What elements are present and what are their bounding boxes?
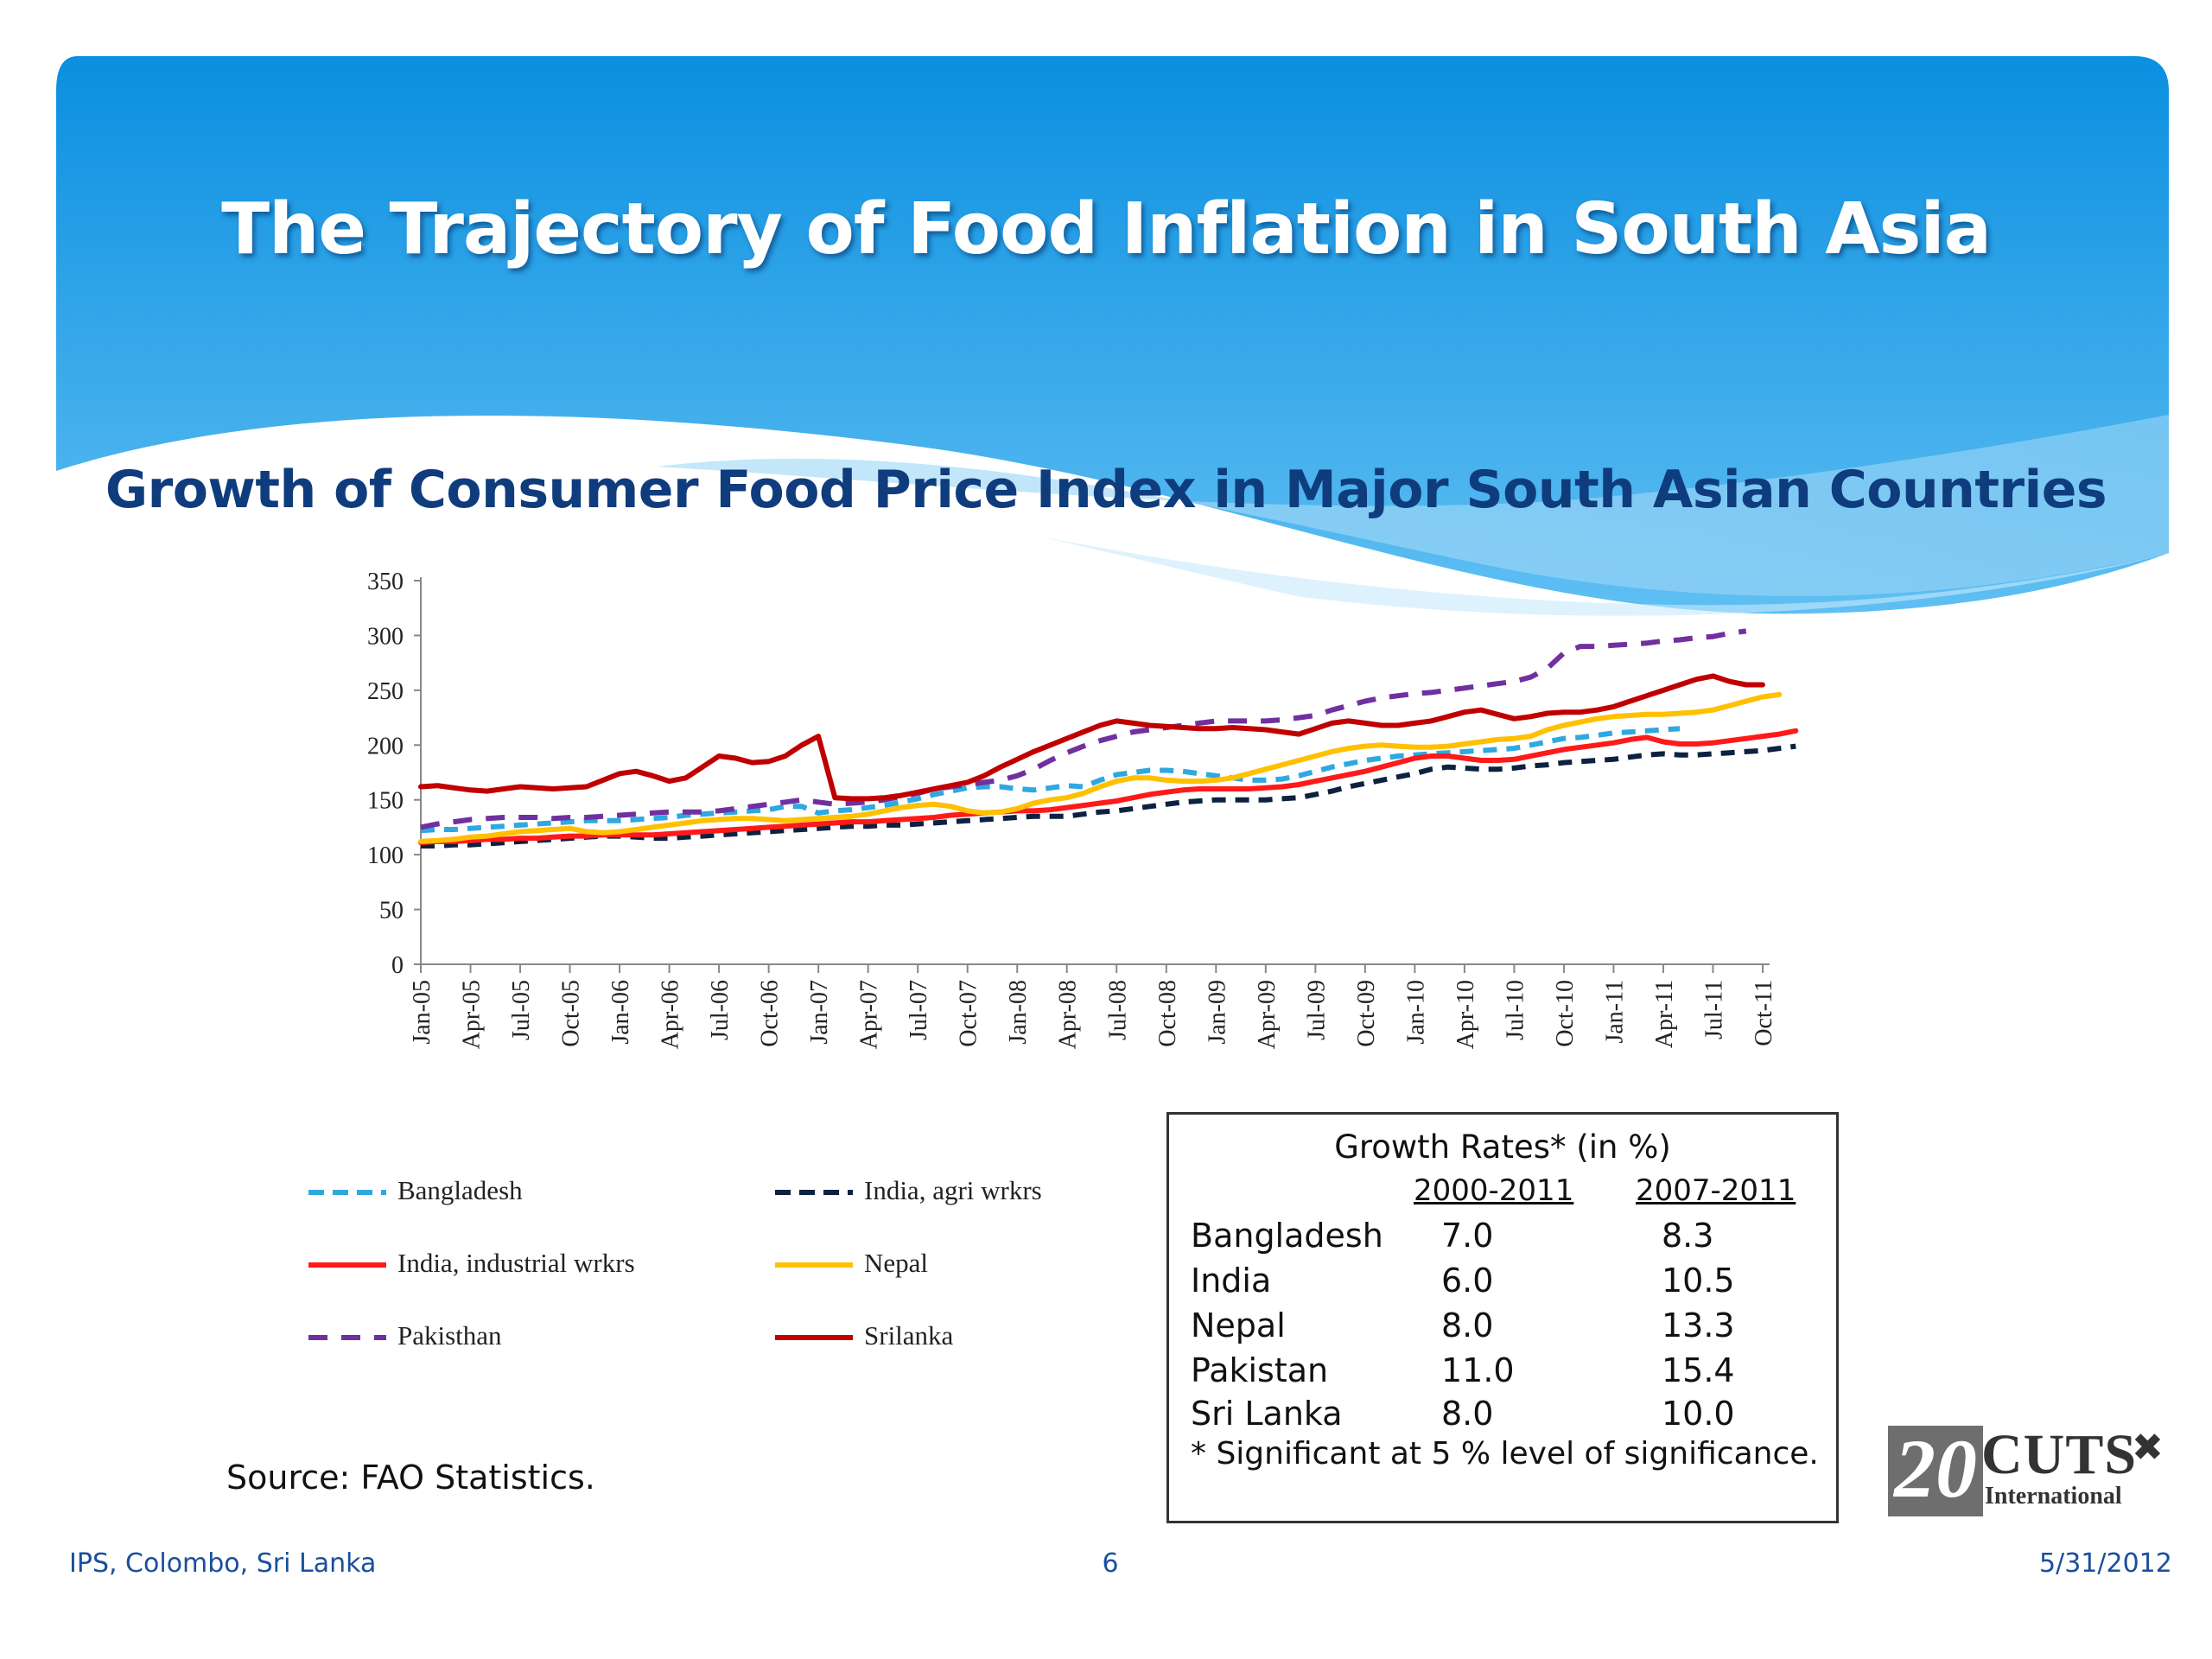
y-tick-label: 300	[367, 623, 404, 650]
x-tick-label: Apr-06	[658, 980, 684, 1049]
logo-number: 20	[1888, 1426, 1983, 1516]
row-value: 13.3	[1662, 1306, 1735, 1344]
x-tick-label: Jan-07	[806, 980, 833, 1045]
chart-legend: Bangladesh India, agri wrkrs India, indu…	[307, 1175, 1084, 1417]
x-tick-label: Oct-08	[1154, 980, 1181, 1047]
growth-table-title: Growth Rates* (in %)	[1334, 1128, 1671, 1166]
x-tick-label: Oct-11	[1751, 980, 1777, 1046]
legend-label-nepal: Nepal	[864, 1248, 929, 1278]
x-tick-label: Jul-07	[906, 980, 932, 1040]
x-tick-label: Apr-08	[1055, 980, 1082, 1049]
legend-swatch-nepal	[775, 1262, 853, 1268]
y-tick-label: 200	[367, 733, 404, 760]
series-line-nepal	[418, 691, 1783, 844]
source-note: Source: FAO Statistics.	[226, 1459, 595, 1497]
legend-label-pakisthan: Pakisthan	[397, 1320, 502, 1351]
row-value: 15.4	[1662, 1351, 1735, 1389]
footer-left: IPS, Colombo, Sri Lanka	[69, 1548, 377, 1579]
row-value: 7.0	[1441, 1217, 1494, 1255]
x-tick-label: Jul-06	[707, 980, 734, 1040]
legend-swatch-india-agri	[775, 1190, 853, 1195]
page-number: 6	[1102, 1548, 1119, 1579]
y-axis: 350 300 250 200 150 100 50 0	[367, 569, 422, 979]
slide-title: The Trajectory of Food Inflation in Sout…	[221, 188, 1992, 270]
significance-note: * Significant at 5 % level of significan…	[1191, 1436, 1819, 1471]
series-line-pakisthan	[420, 628, 1747, 830]
x-tick-label: Apr-10	[1452, 980, 1479, 1049]
x-tick-label: Apr-07	[856, 980, 883, 1049]
row-country: India	[1191, 1262, 1272, 1300]
x-tick-label: Apr-09	[1254, 980, 1281, 1049]
row-country: Sri Lanka	[1191, 1395, 1343, 1433]
x-tick-label: Jul-05	[508, 980, 535, 1040]
row-country: Pakistan	[1191, 1351, 1329, 1389]
x-tick-label: Apr-11	[1651, 980, 1678, 1048]
row-country: Bangladesh	[1191, 1217, 1383, 1255]
legend-label-bangladesh: Bangladesh	[397, 1175, 523, 1205]
x-tick-label: Jan-11	[1601, 980, 1628, 1044]
y-tick-label: 250	[367, 678, 404, 705]
x-tick-label: Jan-10	[1402, 980, 1429, 1045]
legend-swatch-srilanka	[775, 1335, 853, 1340]
row-value: 8.0	[1441, 1395, 1494, 1433]
series-line-india-agri-wrkrs	[421, 743, 1796, 849]
growth-col-header: 2007-2011	[1636, 1173, 1796, 1208]
series-line-srilanka	[418, 673, 1765, 802]
x-tick-label: Apr-05	[459, 980, 486, 1049]
x-tick-label: Jul-10	[1502, 980, 1529, 1040]
y-tick-label: 150	[367, 788, 404, 815]
table-row: Sri Lanka 8.0 10.0	[1191, 1395, 1830, 1440]
row-country: Nepal	[1191, 1306, 1286, 1344]
legend-swatch-india-industrial	[308, 1262, 386, 1268]
row-value: 6.0	[1441, 1262, 1494, 1300]
x-tick-label: Jul-08	[1104, 980, 1131, 1040]
legend-label-srilanka: Srilanka	[864, 1320, 954, 1351]
chart-title: Growth of Consumer Food Price Index in M…	[105, 460, 2107, 520]
table-row: India 6.0 10.5	[1191, 1262, 1830, 1306]
logo-sub: International	[1985, 1483, 2122, 1510]
table-row: Bangladesh 7.0 8.3	[1191, 1217, 1830, 1262]
row-value: 10.5	[1662, 1262, 1735, 1300]
y-tick-label: 0	[391, 952, 404, 979]
growth-col-header: 2000-2011	[1414, 1173, 1574, 1208]
x-tick-label: Jan-09	[1204, 980, 1230, 1045]
legend-swatch-bangladesh	[308, 1190, 386, 1195]
series-line-india-industrial-wrkrs	[418, 728, 1799, 846]
x-tick-label: Oct-09	[1353, 980, 1380, 1047]
legend-label-india-industrial: India, industrial wrkrs	[397, 1248, 635, 1278]
x-tick-label: Jul-09	[1303, 980, 1330, 1040]
logo-mark-icon: ✖	[2132, 1427, 2164, 1469]
row-value: 8.0	[1441, 1306, 1494, 1344]
logo-name: CUTS	[1981, 1423, 2138, 1486]
table-row: Nepal 8.0 13.3	[1191, 1306, 1830, 1351]
x-tick-label: Oct-05	[558, 980, 585, 1047]
x-tick-label: Oct-06	[757, 980, 784, 1047]
row-value: 11.0	[1441, 1351, 1515, 1389]
x-tick-label: Oct-07	[956, 980, 982, 1047]
x-tick-label: Jan-06	[607, 980, 634, 1045]
series-lines	[418, 628, 1799, 849]
y-tick-label: 100	[367, 842, 404, 869]
x-axis: Jan-05 Apr-05 Jul-05 Oct-05 Jan-06 Apr-06 Jul-…	[409, 963, 1777, 1049]
x-tick-label: Jan-08	[1005, 980, 1032, 1045]
footer-date: 5/31/2012	[2039, 1548, 2172, 1579]
y-tick-label: 350	[367, 569, 404, 595]
x-tick-label: Jul-11	[1700, 980, 1727, 1039]
legend-swatch-pakisthan	[308, 1335, 386, 1340]
x-tick-label: Jan-05	[409, 980, 435, 1045]
legend-label-india-agri: India, agri wrkrs	[864, 1175, 1042, 1205]
y-tick-label: 50	[379, 898, 404, 925]
growth-rates-table: Growth Rates* (in %) 2000-2011 2007-2011…	[1166, 1112, 1839, 1523]
x-tick-label: Oct-10	[1552, 980, 1579, 1047]
series-line-bangladesh	[420, 726, 1681, 834]
row-value: 8.3	[1662, 1217, 1714, 1255]
cuts-logo-icon: 20 CUTS International ✖	[1888, 1423, 2173, 1521]
row-value: 10.0	[1662, 1395, 1735, 1433]
table-row: Pakistan 11.0 15.4	[1191, 1351, 1830, 1396]
